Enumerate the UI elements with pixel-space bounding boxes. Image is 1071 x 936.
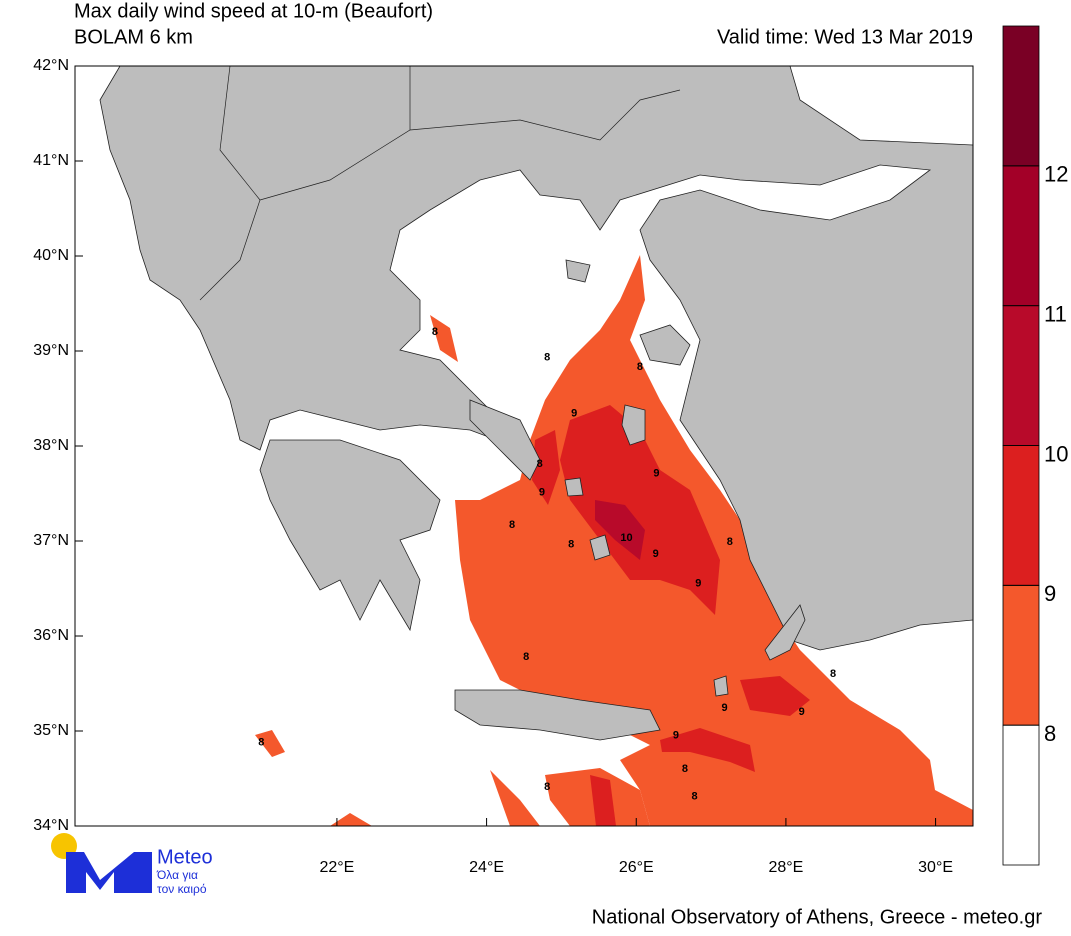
lat-label: 41°N: [33, 152, 69, 169]
contour-label: 9: [721, 702, 727, 714]
valid-time: Valid time: Wed 13 Mar 2019: [717, 26, 973, 48]
colorbar-label: 10: [1044, 441, 1068, 466]
map-area: [99, 66, 973, 826]
rhodes: [764, 604, 806, 661]
contour-label: 9: [539, 486, 545, 498]
contour-label: 8: [258, 736, 264, 748]
island: [564, 477, 584, 497]
lat-label: 39°N: [33, 342, 69, 359]
mainland: [99, 66, 973, 651]
contour-label: 10: [620, 532, 632, 544]
colorbar-swatch: [1002, 305, 1040, 446]
lat-label: 40°N: [33, 247, 69, 264]
colorbar-label: 9: [1044, 581, 1056, 606]
colorbar-label: 11: [1044, 301, 1067, 326]
contour-label: 8: [544, 352, 550, 364]
wind-area: [255, 730, 285, 757]
logo: Meteo Όλα για τον καιρό: [51, 833, 213, 896]
contour-label: 8: [637, 361, 643, 373]
crete: [454, 689, 661, 741]
contour-label: 8: [682, 763, 688, 775]
wind-area: [532, 430, 560, 505]
lat-label: 36°N: [33, 627, 69, 644]
contour-label: 8: [544, 781, 550, 793]
wind-area: [490, 770, 540, 826]
lat-label: 42°N: [33, 57, 69, 74]
evia: [469, 399, 541, 481]
lon-label: 24°E: [469, 859, 504, 876]
lon-label: 26°E: [619, 859, 654, 876]
contour-label: 8: [523, 651, 529, 663]
contour-label: 8: [432, 326, 438, 338]
island: [565, 259, 591, 283]
wind-area: [330, 813, 372, 826]
wind-area: [660, 728, 755, 772]
axes: 42°N 41°N 40°N 39°N 38°N 37°N 36°N 35°N 34°N 22°E…: [33, 57, 953, 876]
contour-label: 8: [727, 536, 733, 548]
lon-label: 22°E: [319, 859, 354, 876]
wind-area: [455, 255, 973, 826]
colorbar-swatch: [1002, 584, 1040, 726]
wind-area: [560, 405, 720, 615]
wind-area: [595, 500, 645, 560]
lon-label: 30°E: [918, 859, 953, 876]
colorbar-swatch: [1002, 165, 1040, 307]
contour-labels: 8 8 8 9 8 9 9 8 8 10 9 8 9 8 8 9 9 9 8 8 8 8: [258, 326, 836, 803]
lesvos: [639, 324, 691, 366]
colorbar-label: 8: [1044, 721, 1056, 746]
wind-area: [430, 315, 458, 362]
footer: National Observatory of Athens, Greece -…: [592, 906, 1043, 928]
wind-area: [590, 775, 616, 826]
island: [713, 675, 729, 697]
logo-mark: [66, 852, 152, 893]
contour-label: 9: [673, 730, 679, 742]
colorbar-swatch: [1002, 25, 1040, 167]
wind-areas: [255, 255, 973, 826]
contour-label: 8: [568, 539, 574, 551]
peloponnese: [259, 439, 441, 632]
contour-label: 8: [509, 519, 515, 531]
wind-area: [740, 676, 810, 716]
colorbar-swatch: [1002, 724, 1040, 866]
lat-label: 34°N: [33, 817, 69, 834]
lat-label: 38°N: [33, 437, 69, 454]
logo-name: Meteo: [157, 846, 213, 868]
logo-tagline: Όλα για: [156, 868, 198, 882]
contour-label: 9: [695, 578, 701, 590]
logo-tagline: τον καιρό: [157, 882, 207, 896]
island: [589, 534, 611, 561]
contour-label: 9: [571, 408, 577, 420]
colorbar-swatch: [1002, 445, 1040, 586]
contour-label: 8: [692, 790, 698, 802]
lat-label: 37°N: [33, 532, 69, 549]
title: Max daily wind speed at 10-m (Beaufort): [74, 0, 433, 22]
land: [99, 66, 973, 741]
border: [259, 89, 681, 201]
contour-label: 8: [537, 458, 543, 470]
colorbar: 8 9 10 11 12: [1002, 25, 1068, 866]
subtitle: BOLAM 6 km: [74, 26, 193, 48]
contour-label: 9: [799, 706, 805, 718]
contour-label: 9: [653, 467, 659, 479]
chios: [621, 404, 646, 446]
lon-label: 28°E: [768, 859, 803, 876]
lat-label: 35°N: [33, 722, 69, 739]
colorbar-label: 12: [1044, 162, 1068, 187]
contour-label: 9: [653, 548, 659, 560]
contour-label: 8: [830, 668, 836, 680]
